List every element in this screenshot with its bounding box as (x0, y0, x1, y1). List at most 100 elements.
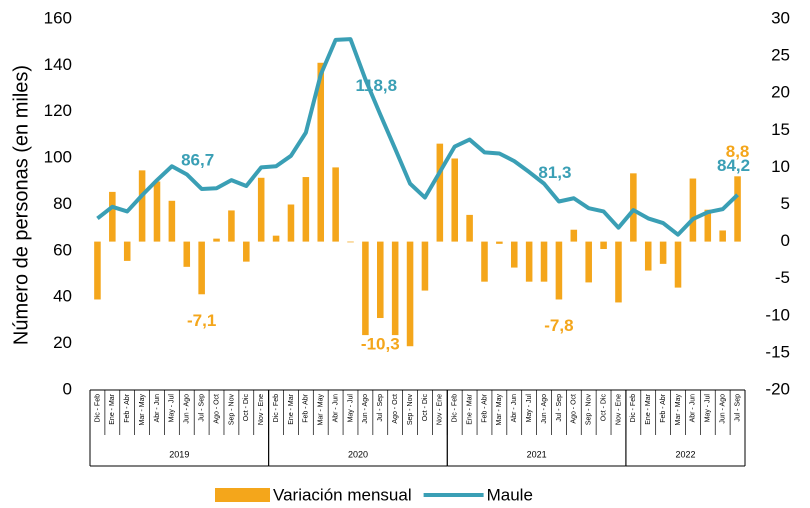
x-tick-label: Ago - Oct (571, 394, 578, 424)
x-tick-label: Mar - May (675, 394, 682, 426)
x-tick-label: Jul - Sep (734, 394, 741, 422)
bar (496, 241, 503, 244)
x-tick-label: Nov - Ene (615, 394, 622, 425)
bar (510, 241, 518, 268)
y-tick-label: 120 (44, 101, 72, 120)
bar (168, 200, 176, 242)
bar (659, 241, 667, 264)
y2-tick-label: 30 (771, 8, 790, 27)
y-tick-label: 100 (44, 148, 72, 167)
y-tick-label: 160 (44, 8, 72, 27)
y2-tick-label: 10 (771, 157, 790, 176)
bar (734, 176, 741, 242)
data-label: -7,1 (187, 311, 216, 330)
bar (630, 173, 637, 242)
x-tick-label: Jul - Sep (556, 394, 563, 422)
bar (362, 241, 369, 336)
bar (123, 241, 131, 261)
bar (287, 204, 295, 242)
bar (644, 241, 652, 271)
bar (451, 158, 458, 242)
x-tick-label: Feb - Abr (660, 393, 667, 422)
bar (228, 210, 235, 242)
x-tick-label: Dic - Feb (273, 394, 280, 423)
y2-tick-label: 15 (771, 120, 790, 139)
group-label: 2021 (527, 449, 547, 459)
y2-tick-label: 5 (781, 194, 790, 213)
y-tick-label: 60 (53, 240, 72, 259)
x-tick-label: Jul - Sep (377, 394, 384, 422)
group-label: 2020 (348, 449, 368, 459)
data-label: 86,7 (181, 150, 214, 169)
x-tick-label: Ene - Mar (288, 393, 295, 424)
x-tick-label: Sep - Nov (407, 394, 414, 426)
x-tick-label: Abr - Jun (690, 394, 697, 423)
x-tick-label: Feb - Abr (481, 393, 488, 422)
data-label: 118,8 (355, 76, 397, 95)
x-tick-label: Mar - May (496, 394, 503, 426)
bar (674, 241, 682, 288)
bar (302, 177, 310, 242)
bar (198, 241, 205, 295)
data-label: -7,8 (544, 316, 573, 335)
bar (257, 177, 265, 242)
y2-tick-label: -5 (775, 268, 790, 287)
y2-tick-label: 0 (781, 231, 790, 250)
x-tick-label: Nov - Ene (258, 394, 265, 425)
x-tick-label: Ago - Oct (213, 394, 220, 424)
x-tick-label: Jun - Ago (541, 394, 548, 424)
bar (183, 241, 191, 267)
x-tick-label: Ene - Mar (645, 393, 652, 424)
bar (570, 229, 578, 242)
bar (585, 241, 592, 283)
x-tick-label: Ago - Oct (392, 394, 399, 424)
x-tick-label: Nov - Ene (437, 394, 444, 425)
x-tick-label: Jul - Sep (198, 394, 205, 422)
y-tick-label: 0 (63, 379, 72, 398)
x-tick-label: May - Jul (526, 394, 533, 423)
y2-tick-label: 25 (771, 46, 790, 65)
bar (704, 209, 712, 242)
bar (600, 241, 607, 250)
y-tick-label: 20 (53, 333, 72, 352)
bar (243, 241, 250, 262)
x-tick-label: Sep - Nov (586, 394, 593, 426)
bar (213, 238, 220, 242)
bar (94, 241, 101, 300)
x-tick-label: Mar - May (139, 394, 146, 426)
y2-tick-label: 20 (771, 83, 790, 102)
bar (377, 241, 384, 319)
bar (272, 235, 280, 242)
x-tick-label: Jun - Ago (362, 394, 369, 424)
x-tick-label: Jun - Ago (720, 394, 727, 424)
bar (689, 178, 697, 242)
x-tick-label: Sep - Nov (228, 394, 235, 426)
x-tick-label: Dic - Feb (630, 394, 637, 423)
data-label: 81,3 (538, 163, 571, 182)
x-tick-label: Abr - Jun (332, 394, 339, 423)
bar (466, 214, 473, 242)
bar (317, 62, 325, 242)
data-label: 8,8 (726, 142, 750, 161)
x-tick-label: Abr - Jun (154, 394, 161, 423)
group-label: 2019 (169, 449, 189, 459)
bar (525, 241, 533, 282)
y-axis-label: Número de personas (en miles) (10, 65, 32, 345)
x-tick-label: Oct - Dic (422, 394, 429, 422)
y-tick-label: 40 (53, 287, 72, 306)
bar (436, 143, 444, 242)
x-tick-label: May - Jul (347, 394, 354, 423)
bar (347, 241, 354, 243)
x-tick-label: Dic - Feb (94, 394, 101, 423)
bar (138, 170, 146, 242)
y-tick-label: 80 (53, 194, 72, 213)
x-tick-label: Feb - Abr (124, 393, 131, 422)
x-tick-label: Dic - Feb (452, 394, 459, 423)
legend-swatch (215, 488, 270, 502)
x-tick-label: Abr - Jun (511, 394, 518, 423)
bar (332, 167, 339, 242)
bar (109, 191, 116, 242)
x-tick-label: Jun - Ago (184, 394, 191, 424)
group-label: 2022 (675, 449, 695, 459)
